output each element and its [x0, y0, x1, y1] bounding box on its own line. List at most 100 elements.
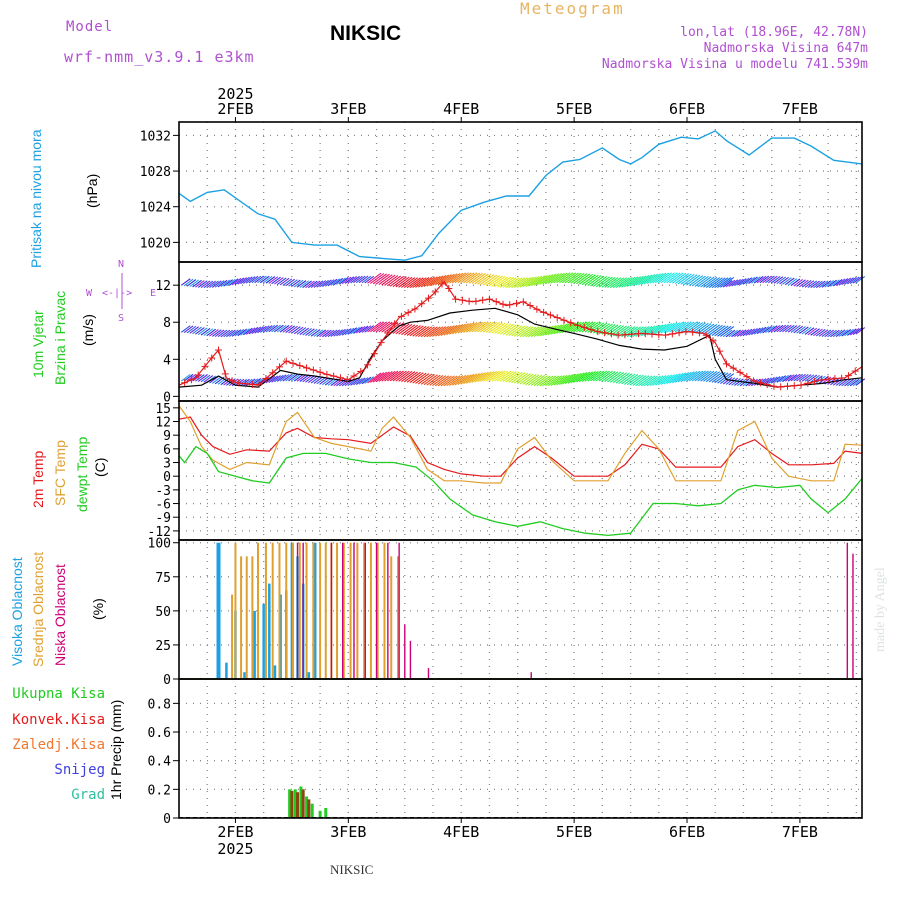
- gust-marker: [221, 370, 229, 378]
- wind-barb: [751, 276, 761, 284]
- wind-barb: [553, 374, 568, 386]
- wind-barb: [491, 370, 506, 382]
- wind-barb: [838, 329, 849, 337]
- wind-barb: [855, 327, 866, 335]
- wind-barb: [694, 276, 709, 287]
- wind-barb: [629, 326, 644, 338]
- wind-barb: [319, 377, 329, 385]
- gust-marker: [831, 375, 839, 383]
- wind-barb: [384, 370, 399, 382]
- wind-barb: [609, 371, 625, 383]
- wind-barb: [539, 375, 554, 387]
- wind-barb: [728, 377, 739, 386]
- top-year-label: 2025: [217, 85, 253, 103]
- wind-barb: [276, 277, 287, 285]
- wind-barb: [849, 378, 860, 387]
- wind-barb: [432, 375, 447, 387]
- wind-barb: [403, 277, 419, 289]
- wind-barb: [234, 277, 245, 285]
- wind-barb: [525, 326, 540, 338]
- wind-barb: [276, 374, 287, 382]
- wind-barb: [367, 372, 382, 384]
- wind-barb: [440, 325, 455, 336]
- wind-barb: [434, 325, 450, 337]
- wind-barb: [530, 275, 546, 287]
- wind-barb: [265, 375, 276, 384]
- wind-barb: [392, 323, 407, 334]
- wind-barb: [824, 280, 835, 288]
- gust-marker: [255, 380, 263, 388]
- compass-e: E: [150, 288, 157, 299]
- y-tick-label: 75: [155, 571, 171, 586]
- wind-barb: [525, 276, 540, 287]
- gust-marker: [770, 382, 778, 390]
- panel-frame: [178, 678, 863, 819]
- wind-barb: [770, 325, 781, 333]
- wind-barb: [209, 280, 219, 289]
- wind-barb: [553, 272, 568, 284]
- wind-barb: [666, 272, 681, 284]
- cloud-bar: [253, 610, 256, 678]
- wind-barb: [423, 326, 438, 338]
- wind-barb: [607, 277, 622, 289]
- gust-marker: [350, 372, 358, 380]
- wind-barb: [810, 374, 820, 383]
- wind-barb: [660, 272, 675, 284]
- wind-barb: [274, 374, 284, 383]
- wind-barb: [372, 273, 388, 285]
- wind-barb: [528, 374, 543, 386]
- gust-marker: [499, 300, 507, 308]
- wind-barb: [457, 374, 472, 386]
- wind-barb: [293, 374, 304, 382]
- wind-barb: [324, 329, 335, 338]
- y-tick-label: 0: [163, 470, 171, 485]
- wind-barb: [437, 274, 452, 285]
- wind-barb: [821, 329, 832, 337]
- wind-barb: [561, 373, 577, 385]
- top-day-label: 6FEB: [669, 100, 705, 118]
- wind-barb: [590, 370, 605, 382]
- wind-barb: [590, 275, 605, 287]
- altitude-text: Nadmorska Visina 647m: [703, 41, 868, 56]
- wind-barb: [734, 378, 744, 386]
- gust-marker: [492, 298, 500, 306]
- wind-barb: [677, 321, 692, 333]
- wind-barb: [497, 276, 512, 288]
- wind-barb: [528, 326, 543, 338]
- wind-barb: [398, 323, 413, 335]
- wind-barb: [657, 323, 673, 334]
- wind-barb: [446, 375, 461, 387]
- wind-barb: [799, 326, 809, 334]
- wind-barb: [195, 280, 205, 288]
- wind-barb: [370, 273, 385, 284]
- wind-barb: [310, 280, 321, 289]
- wind-barb: [378, 274, 393, 286]
- wind-barb: [722, 280, 733, 288]
- y-tick-label: 25: [155, 639, 171, 654]
- y-tick-label: 8: [163, 316, 171, 331]
- wind-barb: [288, 373, 298, 382]
- wind-barb: [485, 322, 500, 333]
- wind-barb: [564, 373, 579, 385]
- wind-barb: [341, 276, 352, 285]
- wind-barb: [807, 374, 818, 383]
- wind-barb: [547, 272, 562, 284]
- y-tick-label: -12: [148, 525, 171, 540]
- wind-barb: [719, 326, 735, 337]
- wind-barb: [632, 375, 647, 386]
- wind-barb: [694, 370, 709, 382]
- wind-barb: [674, 273, 689, 284]
- wind-barb: [437, 325, 452, 337]
- wind-barb: [474, 321, 489, 333]
- wind-barb: [336, 277, 346, 285]
- gust-marker: [343, 375, 351, 383]
- wind-barb: [680, 321, 695, 333]
- wind-barb: [717, 325, 732, 337]
- cloud-bar: [292, 542, 295, 678]
- gust-marker: [614, 331, 622, 339]
- wind-barb: [392, 370, 407, 382]
- wind-barb: [643, 273, 658, 285]
- wind-barb: [556, 374, 571, 386]
- wind-barb: [674, 372, 689, 383]
- wind-barb: [245, 327, 256, 335]
